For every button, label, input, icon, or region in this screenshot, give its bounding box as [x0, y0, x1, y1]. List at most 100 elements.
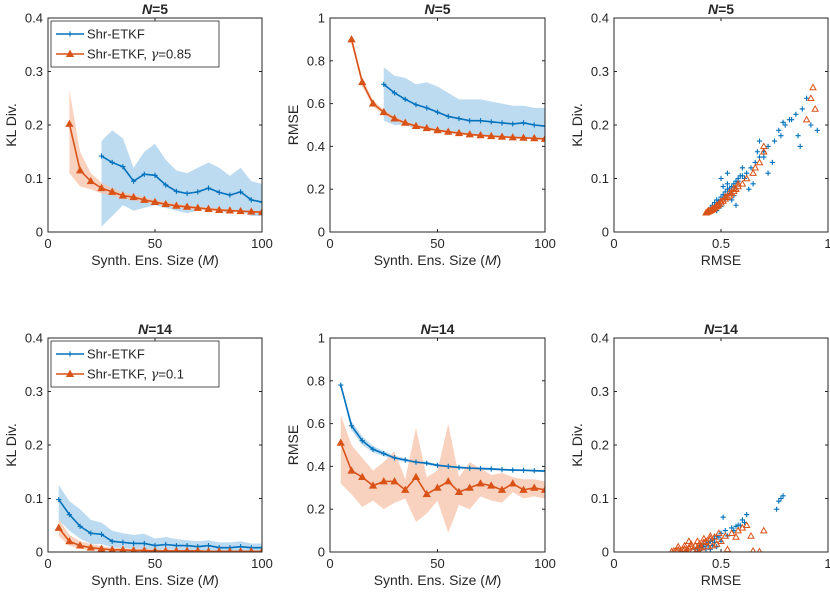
subplot-p6: 0 0.5 1 0 0.1 0.2 0.3 0.4 N=14 RMSE KL Div. — [569, 321, 830, 588]
legend-marker-1 — [65, 369, 75, 377]
scatter-point-series-0 — [799, 106, 805, 112]
legend-marker-1 — [65, 49, 75, 57]
subplot-p2: 0 50 100 0 0.2 0.4 0.6 0.8 1 N=5 Synth. Ens. Size … — [285, 1, 556, 268]
legend: Shr-ETKF Shr-ETKF, γ=0.1 — [50, 340, 220, 388]
subplot-title: N=5 — [142, 1, 168, 17]
data-point-series-1 — [184, 546, 191, 552]
data-point-series-1 — [236, 206, 245, 215]
x-tick-label: 50 — [148, 236, 162, 251]
data-point-series-0 — [402, 457, 408, 463]
scatter-point-series-0 — [778, 495, 784, 502]
y-axis-label: KL Div. — [3, 103, 19, 147]
legend-label-text: Shr-ETKF — [87, 347, 145, 362]
data-point-series-1 — [540, 485, 545, 493]
data-point-series-1 — [140, 546, 148, 552]
plot-area — [347, 35, 545, 142]
data-point-series-0 — [499, 467, 505, 473]
data-point-series-1 — [444, 477, 453, 485]
data-point-series-1 — [97, 544, 106, 552]
plot-area — [54, 485, 262, 552]
data-point-series-0 — [402, 96, 408, 102]
x-axis-label-text: Synth. Ens. Size ( — [374, 252, 486, 268]
data-point-series-1 — [519, 133, 528, 141]
data-point-series-0 — [248, 197, 254, 203]
legend-label-suffix: =0.85 — [158, 47, 191, 62]
data-point-series-0 — [445, 463, 451, 469]
legend-label-1: Shr-ETKF, γ=0.1 — [87, 367, 184, 383]
data-point-series-1 — [130, 546, 137, 552]
x-tick-label: 0.5 — [712, 556, 730, 571]
y-tick-label: 0 — [602, 225, 609, 240]
subplot-title: N=5 — [424, 1, 450, 17]
data-point-series-1 — [259, 547, 262, 552]
scatter-point-series-0 — [733, 202, 739, 208]
data-point-series-1 — [454, 487, 464, 496]
scatter-point-series-1 — [809, 83, 817, 91]
scatter-point-series-1 — [717, 196, 725, 204]
x-axis-label-close: ) — [214, 572, 219, 588]
scatter-point-series-0 — [771, 138, 778, 144]
legend-label-greek: γ — [151, 368, 159, 383]
x-tick-label: 50 — [148, 556, 162, 571]
data-point-series-1 — [108, 187, 117, 195]
scatter-point-series-1 — [717, 537, 725, 545]
subplot-title: N=5 — [708, 1, 734, 17]
data-point-series-0 — [163, 541, 169, 548]
data-point-series-1 — [118, 191, 128, 199]
data-point-series-1 — [227, 547, 233, 552]
scatter-point-series-0 — [718, 175, 724, 182]
data-point-series-1 — [476, 130, 485, 139]
data-point-series-0 — [56, 496, 62, 503]
y-tick-label: 0.1 — [25, 171, 43, 186]
scatter-point-series-1 — [721, 192, 730, 200]
y-tick-label: 0.4 — [591, 11, 609, 26]
data-point-series-0 — [120, 164, 126, 170]
y-tick-label: 0.3 — [591, 64, 609, 79]
scatter-point-series-1 — [704, 542, 713, 550]
data-point-series-0 — [456, 464, 462, 471]
x-tick-label: 1 — [824, 556, 830, 571]
title-variable: N — [424, 1, 435, 17]
subplot-p4: 0 50 100 0 0.1 0.2 0.3 0.4 N=14 Synth. Ens. Size … — [3, 321, 273, 588]
subplot-title: N=14 — [138, 321, 172, 337]
data-point-series-1 — [172, 201, 181, 209]
scatter-point-series-1 — [807, 94, 815, 101]
x-axis-label-text: RMSE — [701, 572, 741, 588]
data-point-series-0 — [120, 539, 126, 545]
scatter-point-series-1 — [732, 533, 740, 540]
x-axis-label-variable: M — [485, 252, 497, 268]
y-tick-label: 1 — [318, 331, 325, 346]
data-point-series-1 — [162, 546, 169, 552]
y-axis-label: KL Div. — [569, 423, 585, 467]
data-point-series-1 — [433, 483, 442, 491]
data-point-series-0 — [98, 531, 105, 537]
series-line-0 — [383, 83, 545, 127]
data-point-series-1 — [487, 131, 496, 140]
data-point-series-1 — [97, 183, 106, 192]
scatter-point-series-1 — [695, 542, 704, 550]
axes-box — [613, 337, 829, 553]
data-point-series-1 — [347, 35, 356, 43]
x-tick-label: 100 — [251, 236, 273, 251]
data-point-series-1 — [119, 545, 127, 552]
x-axis-label: RMSE — [701, 572, 741, 588]
scatter-point-series-0 — [761, 154, 767, 160]
y-tick-label: 0 — [318, 225, 325, 240]
data-point-series-1 — [161, 199, 170, 208]
title-value: =14 — [431, 321, 455, 337]
scatter-point-series-1 — [669, 547, 675, 552]
x-tick-label: 0 — [610, 556, 617, 571]
title-variable: N — [421, 321, 432, 337]
x-tick-label: 0 — [326, 556, 333, 571]
data-point-series-1 — [530, 133, 539, 142]
data-point-series-1 — [248, 547, 255, 552]
data-point-series-0 — [477, 465, 484, 472]
data-point-series-1 — [75, 541, 85, 549]
data-point-series-1 — [422, 123, 431, 132]
y-tick-label: 0.1 — [591, 491, 609, 506]
scatter-point-series-0 — [765, 143, 771, 149]
scatter-point-series-0 — [769, 159, 775, 166]
data-point-series-0 — [152, 172, 158, 178]
scatter-point-series-0 — [780, 493, 786, 499]
